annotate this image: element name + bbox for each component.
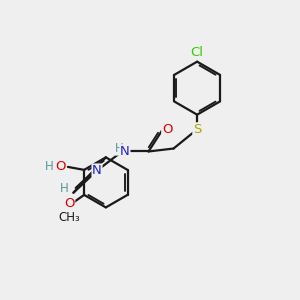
Text: S: S [193,123,201,136]
Text: H: H [60,182,69,195]
Text: N: N [120,145,130,158]
Text: H: H [45,160,54,173]
Text: Cl: Cl [190,46,204,59]
Text: N: N [92,164,102,177]
Text: O: O [56,160,66,173]
Text: CH₃: CH₃ [58,211,80,224]
Text: O: O [162,123,172,136]
Text: H: H [115,142,124,155]
Text: O: O [64,197,75,210]
